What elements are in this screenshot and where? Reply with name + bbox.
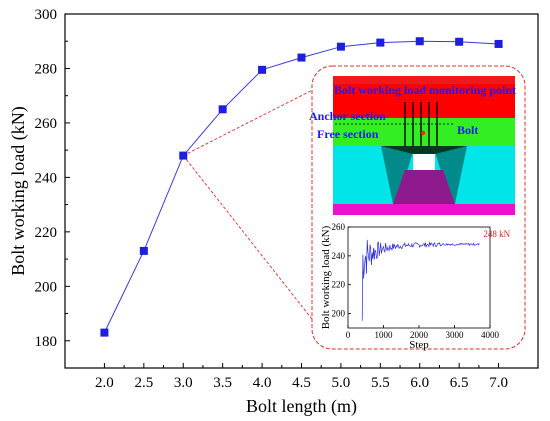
final-load-annotation: 248 kN: [483, 229, 510, 239]
free-section-label: Free section: [317, 127, 379, 141]
step-history-line: [361, 239, 480, 321]
step-history-chart: 0 1000 2000 3000 4000 200 220 240 260 Step Bolt wo…: [320, 222, 511, 351]
main-axes: 2.0 2.5 3.0 3.5 4.0 4.5 5.0 5.5 6.0 6.5 7.0 180 200 2…: [8, 7, 539, 417]
data-point: [415, 37, 424, 46]
x-tick-label: 3.0: [174, 375, 193, 391]
data-point: [139, 246, 148, 255]
y-tick-label: 180: [35, 334, 58, 350]
series-line-group: [100, 37, 503, 337]
anchor-section-label: Anchor section: [309, 109, 386, 123]
data-point: [297, 53, 306, 62]
data-point: [258, 65, 267, 74]
y-tick-label: 260: [35, 116, 58, 132]
y-axis-title: Bolt working load (kN): [8, 106, 29, 275]
y-tick-label: 200: [35, 279, 58, 295]
sub-y-tick-label: 260: [332, 222, 346, 232]
sub-x-axis-title: Step: [409, 339, 429, 351]
data-point: [494, 39, 503, 48]
sub-y-axis-title: Bolt working load (kN): [320, 225, 332, 329]
x-tick-label: 4.5: [292, 375, 311, 391]
x-tick-label: 6.0: [410, 375, 429, 391]
x-tick-label: 4.0: [253, 375, 272, 391]
numerical-model-image: Bolt working load monitoring point Anchor…: [309, 76, 516, 215]
data-point: [218, 105, 227, 114]
sub-y-tick-label: 200: [332, 309, 346, 319]
data-point: [455, 37, 464, 46]
tunnel-opening: [413, 154, 435, 170]
data-point: [336, 42, 345, 51]
data-point: [100, 328, 109, 337]
monitoring-point-label: Bolt working load monitoring point: [334, 83, 516, 97]
x-tick-label: 6.5: [450, 375, 469, 391]
data-point: [179, 151, 188, 160]
red-layer: [333, 84, 515, 118]
magenta-base: [333, 204, 515, 215]
x-tick-label: 3.5: [213, 375, 232, 391]
x-tick-label: 5.5: [371, 375, 390, 391]
sub-x-tick-label: 3000: [446, 330, 465, 340]
sub-x-tick-label: 1000: [375, 330, 394, 340]
tunnel-roof: [381, 146, 467, 154]
sub-x-tick-label: 0: [346, 330, 351, 340]
top-band: [333, 76, 515, 84]
x-axis-title: Bolt length (m): [246, 396, 357, 417]
sub-y-tick-label: 240: [332, 251, 346, 261]
x-tick-label: 2.0: [95, 375, 114, 391]
sub-x-tick-label: 4000: [481, 330, 500, 340]
data-point: [376, 38, 385, 47]
bolt-label: Bolt: [457, 123, 478, 137]
sub-y-tick-label: 220: [332, 280, 346, 290]
y-tick-label: 220: [35, 225, 58, 241]
connector-line-bottom: [182, 155, 331, 343]
x-tick-label: 7.0: [489, 375, 508, 391]
monitoring-point: [420, 130, 426, 136]
right-wall: [435, 146, 467, 204]
inset-panel: Bolt working load monitoring point Anchor…: [309, 65, 526, 351]
x-tick-label: 2.5: [134, 375, 153, 391]
y-tick-label: 300: [35, 7, 58, 23]
x-tick-label: 5.0: [332, 375, 351, 391]
y-tick-label: 240: [35, 170, 58, 186]
left-wall: [381, 146, 413, 204]
sub-x-tick-label: 2000: [410, 330, 429, 340]
floor-region: [393, 170, 455, 204]
y-tick-label: 280: [35, 61, 58, 77]
